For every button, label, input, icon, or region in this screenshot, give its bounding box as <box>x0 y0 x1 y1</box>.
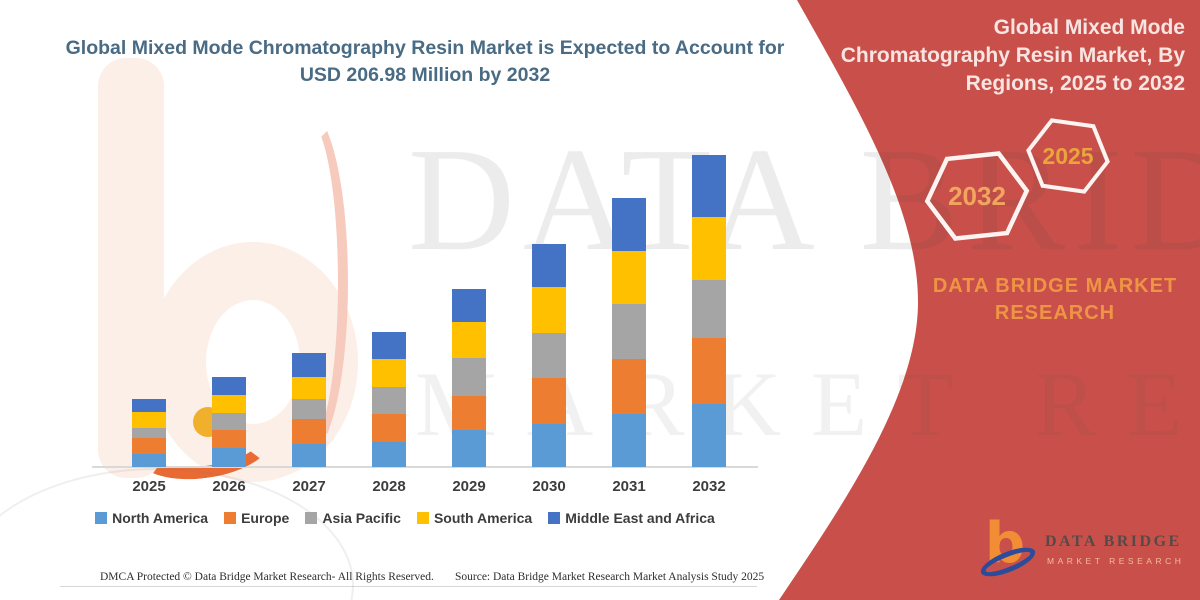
bar-segment-middle-east-and-africa <box>532 244 566 288</box>
legend-swatch-icon <box>224 512 237 524</box>
bar-segment-north-america <box>612 413 646 468</box>
x-tick-2026: 2026 <box>212 478 246 495</box>
chart-legend: North America Europe Asia Pacific South Ame… <box>50 510 760 526</box>
bar-segment-middle-east-and-africa <box>292 352 326 377</box>
bar-segment-north-america <box>452 430 486 467</box>
x-tick-2029: 2029 <box>452 478 486 495</box>
legend-label: South America <box>433 510 533 526</box>
legend-label: Europe <box>241 510 290 526</box>
legend-swatch-icon <box>95 512 108 524</box>
logo-subtitle: MARKET RESEARCH <box>1047 556 1185 566</box>
bar-segment-south-america <box>372 359 406 387</box>
bar-segment-south-america <box>532 287 566 334</box>
bar-segment-europe <box>212 429 246 448</box>
x-tick-2032: 2032 <box>692 478 726 495</box>
bar-segment-middle-east-and-africa <box>612 197 646 251</box>
hexagon-2025-icon <box>1026 118 1110 194</box>
x-tick-2030: 2030 <box>532 478 566 495</box>
bar-segment-europe <box>452 396 486 431</box>
bar-segment-europe <box>532 378 566 425</box>
bar-segment-north-america <box>532 424 566 468</box>
legend-item-asia-pacific: Asia Pacific <box>305 510 401 526</box>
footer-dmca-text: DMCA Protected © Data Bridge Market Rese… <box>100 571 434 583</box>
bar-segment-north-america <box>372 442 406 467</box>
legend-label: Middle East and Africa <box>565 510 715 526</box>
bar-segment-south-america <box>292 376 326 399</box>
bar-2025 <box>132 399 166 468</box>
bar-segment-asia-pacific <box>692 279 726 338</box>
bar-segment-asia-pacific <box>212 412 246 430</box>
bar-segment-asia-pacific <box>372 387 406 414</box>
hexagon-label-2032: 2032 <box>948 181 1006 211</box>
bar-segment-asia-pacific <box>612 303 646 359</box>
bar-2032 <box>692 155 726 467</box>
x-axis-line <box>92 466 758 468</box>
bar-segment-middle-east-and-africa <box>692 155 726 217</box>
bar-segment-asia-pacific <box>292 398 326 419</box>
x-tick-2027: 2027 <box>292 478 326 495</box>
bar-segment-north-america <box>212 447 246 467</box>
panel-title: Global Mixed Mode Chromatography Resin M… <box>840 16 1185 95</box>
bar-segment-asia-pacific <box>452 358 486 396</box>
bar-segment-middle-east-and-africa <box>372 332 406 359</box>
bar-2029 <box>452 289 486 467</box>
logo-name: DATA BRIDGE <box>1045 533 1182 550</box>
footer-source-text: Source: Data Bridge Market Research Mark… <box>455 571 765 583</box>
legend-item-middle-east-and-africa: Middle East and Africa <box>548 510 715 526</box>
legend-swatch-icon <box>416 512 429 524</box>
chart-title: Global Mixed Mode Chromatography Resin M… <box>65 37 785 86</box>
bar-segment-south-america <box>132 412 166 429</box>
x-tick-2031: 2031 <box>612 478 646 495</box>
legend-item-north-america: North America <box>95 510 208 526</box>
bar-segment-asia-pacific <box>132 428 166 439</box>
bar-segment-europe <box>612 358 646 414</box>
bar-segment-middle-east-and-africa <box>212 377 246 396</box>
bar-segment-europe <box>692 337 726 404</box>
x-tick-2028: 2028 <box>372 478 406 495</box>
bar-2031 <box>612 197 646 468</box>
bar-segment-north-america <box>132 454 166 468</box>
legend-item-europe: Europe <box>224 510 289 526</box>
bar-2026 <box>212 377 246 467</box>
legend-swatch-icon <box>548 512 561 524</box>
bar-2027 <box>292 352 326 467</box>
bar-segment-south-america <box>452 322 486 358</box>
bar-segment-north-america <box>292 443 326 467</box>
bar-segment-europe <box>372 414 406 442</box>
hexagon-label-2025: 2025 <box>1042 143 1094 169</box>
legend-label: Asia Pacific <box>322 510 401 526</box>
bar-segment-europe <box>292 418 326 444</box>
red-side-panel-shape <box>779 0 1200 600</box>
bar-segment-middle-east-and-africa <box>132 399 166 413</box>
footer-divider-line <box>60 586 757 587</box>
x-tick-2025: 2025 <box>132 478 166 495</box>
bar-2028 <box>372 332 406 467</box>
bar-segment-middle-east-and-africa <box>452 289 486 322</box>
hexagons-graphic <box>924 118 1110 241</box>
bar-2030 <box>532 244 566 468</box>
legend-label: North America <box>112 510 209 526</box>
company-logo: b DATA BRIDGE MARKET RESEARCH <box>977 516 1195 583</box>
logo-b-icon: b <box>985 511 1026 576</box>
bar-segment-europe <box>132 438 166 455</box>
bar-segment-asia-pacific <box>532 333 566 379</box>
legend-item-south-america: South America <box>416 510 533 526</box>
hexagon-2032-icon <box>924 151 1030 241</box>
bar-segment-south-america <box>212 395 246 413</box>
bar-segment-north-america <box>692 403 726 467</box>
peach-logo-watermark-arc <box>268 110 348 455</box>
legend-swatch-icon <box>305 512 318 524</box>
bar-segment-south-america <box>612 250 646 304</box>
brand-text: DATA BRIDGE MARKET RESEARCH <box>932 275 1178 324</box>
bar-segment-south-america <box>692 216 726 280</box>
